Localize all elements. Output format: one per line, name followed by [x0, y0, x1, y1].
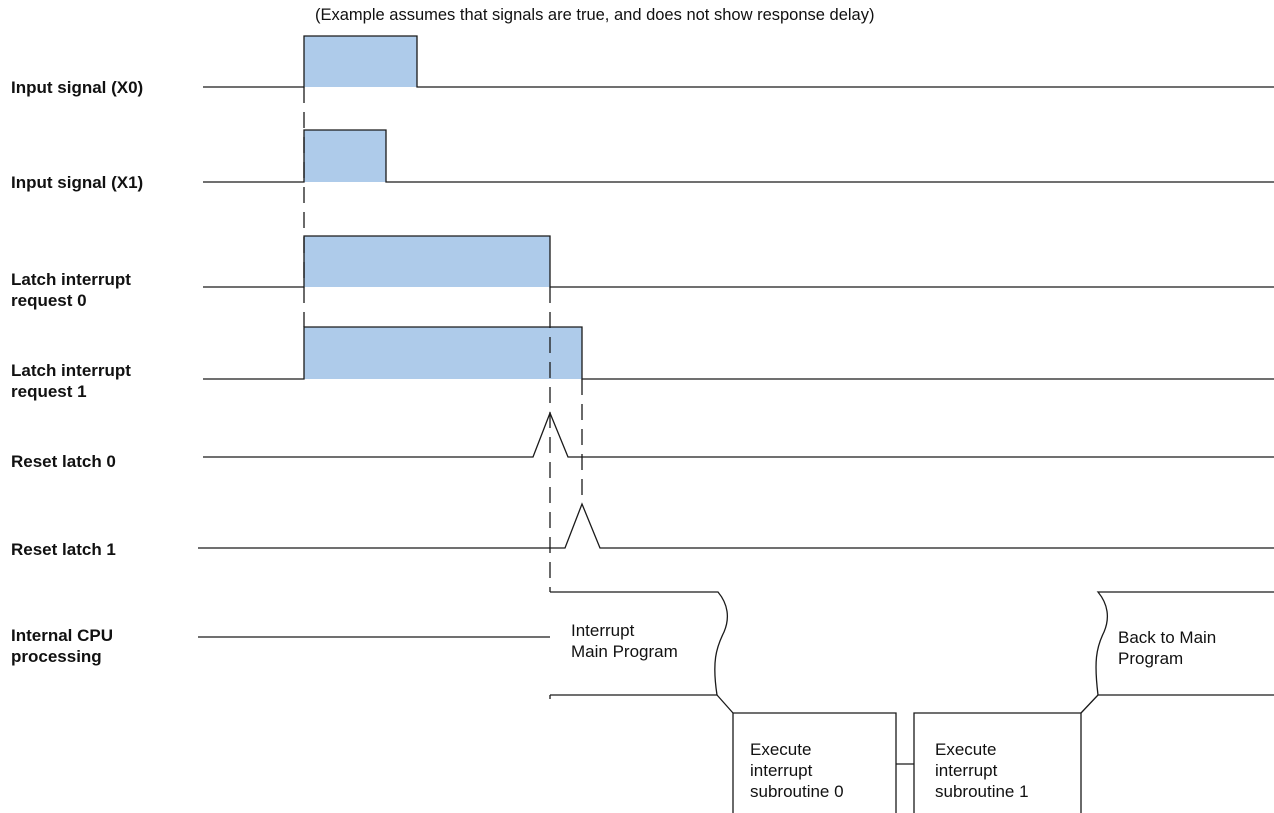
timing-guides [303, 87, 583, 592]
x0-pulse [304, 36, 417, 87]
text-subroutine0: Execute interrupt subroutine 0 [750, 740, 844, 801]
label-reset0: Reset latch 0 [11, 452, 116, 471]
diagram-note: (Example assumes that signals are true, … [315, 6, 875, 24]
x1-waveform [203, 129, 1274, 183]
label-reset1: Reset latch 1 [11, 540, 116, 559]
reset1-waveform [198, 502, 1274, 549]
interrupt-main-box [550, 591, 729, 696]
label-cpu: Internal CPU processing [11, 626, 114, 666]
back-to-main-box [1095, 591, 1274, 696]
label-input-x0: Input signal (X0) [11, 78, 144, 97]
x0-waveform [203, 35, 1274, 88]
text-back-to-main: Back to Main Program [1118, 628, 1217, 668]
x1-pulse [304, 130, 386, 182]
latch0-pulse [304, 236, 550, 287]
latch1-waveform [203, 326, 1274, 380]
text-interrupt-main: Interrupt Main Program [571, 621, 678, 661]
subroutine0-box [732, 712, 897, 813]
latch0-waveform [203, 235, 1274, 288]
label-input-x1: Input signal (X1) [11, 173, 144, 192]
latch1-pulse [304, 327, 582, 379]
label-latch0: Latch interrupt request 0 [11, 270, 131, 310]
reset0-waveform [203, 411, 1274, 458]
text-subroutine1: Execute interrupt subroutine 1 [935, 740, 1029, 801]
label-latch1: Latch interrupt request 1 [11, 361, 131, 401]
subroutine1-box [913, 712, 1082, 813]
